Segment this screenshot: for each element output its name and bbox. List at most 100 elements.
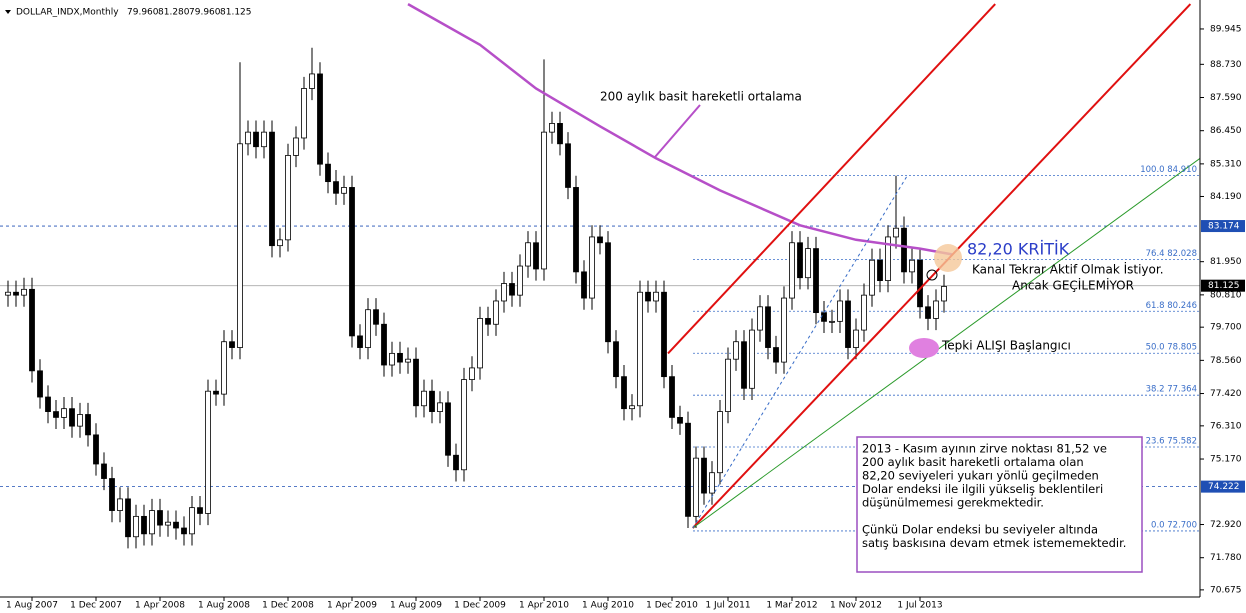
candle-body [445,402,451,456]
candle-body [877,259,883,281]
candle-body [837,300,843,322]
candle-body [941,286,947,302]
candle-body [389,352,395,366]
candle-body [165,521,171,526]
candle-body [933,300,939,319]
pointer-line [654,104,701,158]
x-tick-label: 1 Nov 2012 [830,601,882,611]
candle-body [269,131,275,247]
candle-body [677,417,683,424]
y-tick-label: 87.590 [1210,93,1242,103]
fib-label: 61.8 80.246 [1146,301,1197,311]
candle-body [693,457,699,517]
candle-body [485,318,491,325]
critical-label: 82,20 KRİTİK [967,240,1070,259]
candle-body [61,408,67,418]
candle-body [245,131,251,145]
candle-body [661,291,667,378]
header-value: 79.960 [189,8,221,18]
channel-label: Ancak GEÇİLEMİYOR [1012,278,1134,293]
candle-body [309,73,315,89]
x-tick-label: 1 Apr 2010 [519,601,569,611]
candle-body [829,320,835,323]
y-tick-label: 85.310 [1210,159,1242,169]
candle-body [413,358,419,407]
y-tick-label: 86.450 [1210,126,1242,136]
x-tick-label: 1 Aug 2010 [582,601,634,611]
candle-body [133,515,139,538]
y-tick-label: 89.945 [1210,24,1242,34]
x-tick-label: 1 Dec 2010 [646,601,698,611]
candle-body [557,123,563,145]
candle-body [421,390,427,407]
candle-body [221,341,227,395]
candle-body [205,390,211,514]
candle-body [117,498,123,511]
candle-body [77,414,83,427]
candle-body [181,527,187,535]
candle-body [725,358,731,412]
y-tick-label: 84.190 [1210,192,1242,202]
x-tick-label: 1 Dec 2009 [454,601,506,611]
candle-body [765,306,771,348]
candle-body [653,291,659,302]
note-line: satış baskısına devam etmek istememekted… [862,536,1126,550]
x-tick-label: 1 Jul 2013 [897,601,942,611]
note-line: 82,20 seviyeleri yukarı yönlü geçilmeden [862,469,1099,483]
candle-body [917,259,923,308]
candle-body [429,390,435,412]
candle-body [173,521,179,529]
marker-circle [926,269,938,281]
fib-label: 0.0 72.700 [1151,520,1197,530]
candle-body [757,306,763,331]
candle-body [85,414,91,436]
candle-body [773,347,779,363]
fib-label: 50.0 78.805 [1146,343,1197,353]
note-line: Çünkü Dolar endeksi bu seviyeler altında [862,523,1098,537]
candle-body [13,291,19,296]
candle-body [357,335,363,348]
candle-body [229,341,235,348]
channel-label: Kanal Tekrar Aktif Olmak İstiyor. [972,262,1164,277]
highlight-circle [934,244,962,272]
candle-body [285,155,291,241]
candle-body [5,291,11,296]
candle-body [685,422,691,517]
candle-body [277,239,283,247]
candle-body [37,370,43,398]
candle-body [293,137,299,156]
x-tick-label: 1 Aug 2008 [198,601,250,611]
menu-arrow[interactable] [5,10,11,14]
price-marker [1201,480,1245,493]
candle-body [405,358,411,363]
candle-body [253,131,259,148]
candle-body [525,242,531,267]
candle-body [29,288,35,372]
x-tick-label: 1 Aug 2007 [6,601,58,611]
candle-body [341,187,347,194]
overlay-line [692,157,1200,529]
ma-label: 200 aylık basit hareketli ortalama [600,90,802,104]
candle-body [597,236,603,244]
price-marker-label: 74.222 [1208,482,1240,492]
y-tick-label: 79.700 [1210,323,1242,333]
candle-body [453,454,459,471]
candle-body [925,306,931,319]
note-line: 200 aylık basit hareketli ortalama olan [862,455,1084,469]
candle-body [197,507,203,514]
y-tick-label: 81.950 [1210,257,1242,267]
candle-body [509,283,515,296]
candle-body [549,123,555,133]
fib-label: 76.4 82.028 [1146,249,1197,259]
candle-body [381,323,387,366]
candle-body [397,352,403,363]
overlay-line [407,3,953,256]
candle-body [101,463,107,479]
y-tick-label: 88.730 [1210,60,1242,70]
y-tick-label: 75.170 [1210,455,1242,465]
candle-body [565,143,571,188]
y-tick-label: 72.920 [1210,520,1242,530]
note-text: 2013 - Kasım ayının zirve noktası 81,52 … [862,442,1126,551]
candle-body [861,294,867,331]
